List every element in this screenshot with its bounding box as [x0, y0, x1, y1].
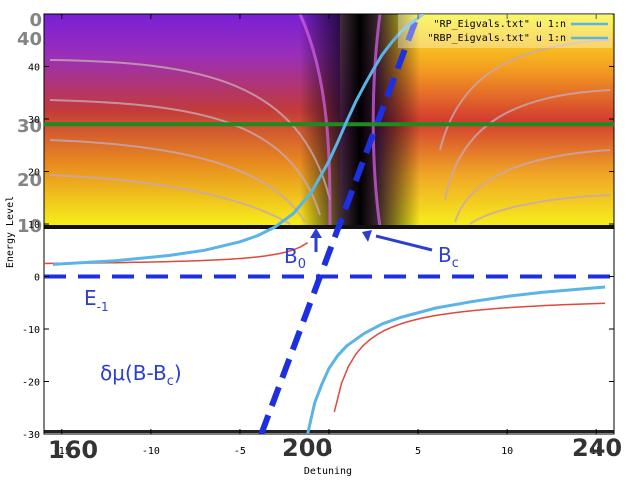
background-image — [44, 14, 614, 434]
image-boundary — [44, 225, 614, 229]
image-tick-y-10: 10 — [17, 216, 42, 237]
image-tick-labels: 160 200 240 40 30 20 10 0 — [17, 10, 622, 464]
image-tick-x-160: 160 — [48, 436, 98, 464]
annotation-bc: Bc — [438, 243, 459, 271]
y-tick-label: 30 — [28, 115, 40, 126]
x-tick-label: -15 — [53, 446, 71, 457]
x-tick-label: 10 — [501, 446, 513, 457]
legend-box — [398, 14, 612, 48]
arrow-bc — [362, 230, 433, 252]
arrow-b0 — [310, 228, 322, 252]
density-left — [44, 14, 340, 227]
image-tick-y-0: 0 — [29, 10, 42, 31]
x-tick-label: 5 — [415, 446, 421, 457]
x-tick-label: -10 — [142, 446, 160, 457]
image-tick-y-40: 40 — [17, 29, 42, 50]
y-tick-label: -20 — [22, 378, 40, 389]
image-tick-x-200: 200 — [282, 434, 332, 462]
magenta-contours — [298, 14, 382, 227]
red-curve-lower — [333, 302, 606, 413]
x-tick-label: 15 — [590, 446, 602, 457]
y-axis-label: Energy Level — [5, 196, 16, 268]
density-dark-band — [300, 14, 420, 227]
y-tick-label: 20 — [28, 168, 40, 179]
x-tick-label: 0 — [326, 446, 332, 457]
x-axis-label: Detuning — [304, 466, 352, 477]
legend: "RP_Eigvals.txt" u 1:n "RBP_Eigvals.txt"… — [398, 14, 612, 48]
annotation-e-1: E-1 — [84, 286, 109, 314]
image-tick-y-20: 20 — [17, 170, 42, 191]
y-tick-label: 0 — [34, 273, 40, 284]
dashed-line-diagonal — [258, 14, 421, 434]
legend-label-1: "RBP_Eigvals.txt" u 1:n — [428, 33, 566, 44]
x-tick-label: -5 — [234, 446, 246, 457]
series-line-0 — [52, 14, 425, 266]
annotation-delta-mu: δμ(B-Bc) — [100, 361, 182, 389]
image-tick-y-30: 30 — [17, 116, 42, 137]
annotations: B0 Bc E-1 δμ(B-Bc) — [84, 228, 459, 389]
y-tick-label: -30 — [22, 430, 40, 441]
annotation-b0: B0 — [284, 244, 306, 272]
y-tick-label: 10 — [28, 220, 40, 231]
image-tick-x-240: 240 — [572, 434, 622, 462]
y-tick-label: 40 — [28, 63, 40, 74]
series-line-1 — [306, 285, 606, 434]
y-tick-label: -10 — [22, 325, 40, 336]
legend-label-0: "RP_Eigvals.txt" u 1:n — [434, 19, 566, 30]
